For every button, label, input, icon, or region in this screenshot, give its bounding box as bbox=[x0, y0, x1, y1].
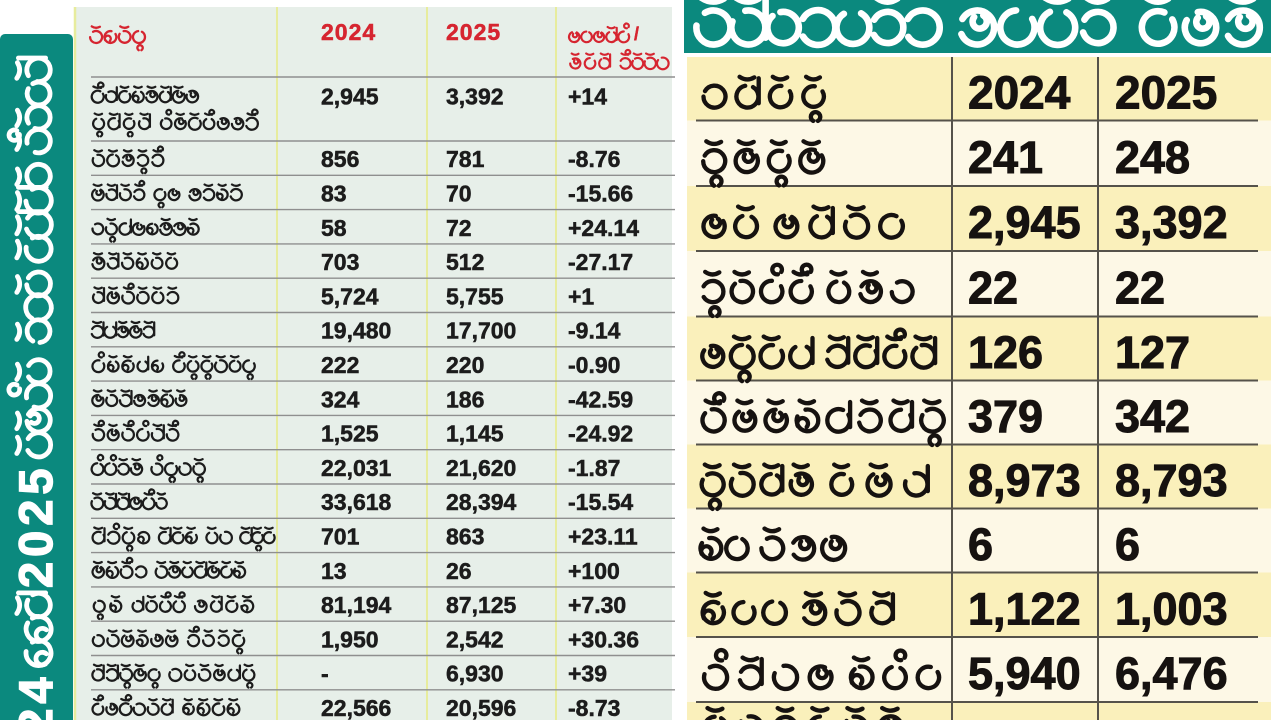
svg-text:20,596: 20,596 bbox=[446, 695, 516, 720]
svg-text:186: 186 bbox=[446, 386, 484, 412]
svg-text:1,950: 1,950 bbox=[321, 626, 379, 652]
svg-text:512: 512 bbox=[446, 249, 484, 275]
svg-text:-0.90: -0.90 bbox=[568, 352, 620, 378]
svg-text:856: 856 bbox=[321, 146, 359, 172]
svg-text:21,620: 21,620 bbox=[446, 455, 516, 481]
svg-text:222: 222 bbox=[321, 352, 359, 378]
svg-text:-27.17: -27.17 bbox=[568, 249, 633, 275]
svg-text:6,476: 6,476 bbox=[1115, 648, 1228, 699]
svg-text:6,930: 6,930 bbox=[446, 661, 504, 687]
svg-text:781: 781 bbox=[446, 146, 485, 172]
svg-text:22: 22 bbox=[968, 262, 1018, 313]
svg-text:2,945: 2,945 bbox=[321, 84, 379, 110]
svg-text:5,755: 5,755 bbox=[446, 283, 504, 309]
svg-text:2025: 2025 bbox=[9, 463, 62, 588]
svg-text:127: 127 bbox=[1115, 327, 1190, 378]
svg-text:-1.87: -1.87 bbox=[568, 455, 620, 481]
svg-text:1,145: 1,145 bbox=[446, 421, 504, 447]
svg-text:17,700: 17,700 bbox=[446, 318, 516, 344]
svg-text:2025: 2025 bbox=[1115, 66, 1217, 118]
svg-text:-15.54: -15.54 bbox=[568, 489, 633, 515]
svg-text:6: 6 bbox=[1115, 519, 1140, 570]
svg-text:81,194: 81,194 bbox=[321, 592, 392, 618]
svg-text:33,618: 33,618 bbox=[321, 489, 392, 515]
svg-text:2024: 2024 bbox=[968, 66, 1071, 118]
svg-text:248: 248 bbox=[1115, 132, 1190, 183]
svg-text:1,003: 1,003 bbox=[1115, 583, 1228, 634]
svg-text:-15.66: -15.66 bbox=[568, 181, 633, 207]
svg-text:+1: +1 bbox=[568, 283, 594, 309]
svg-text:2024: 2024 bbox=[321, 19, 376, 45]
svg-text:6: 6 bbox=[968, 519, 993, 570]
svg-text:703: 703 bbox=[321, 249, 359, 275]
svg-text:/: / bbox=[634, 24, 639, 44]
svg-text:70: 70 bbox=[446, 181, 472, 207]
svg-text:2024: 2024 bbox=[9, 672, 62, 720]
svg-text:379: 379 bbox=[968, 391, 1043, 442]
svg-text:1,525: 1,525 bbox=[321, 421, 379, 447]
svg-text:-8.76: -8.76 bbox=[568, 146, 620, 172]
svg-text:5,724: 5,724 bbox=[321, 283, 379, 309]
svg-text:83: 83 bbox=[321, 181, 347, 207]
svg-text:8,793: 8,793 bbox=[1115, 455, 1228, 506]
svg-text:701: 701 bbox=[321, 524, 360, 550]
svg-text:22,031: 22,031 bbox=[321, 455, 392, 481]
svg-text:3,392: 3,392 bbox=[446, 84, 504, 110]
svg-text:+23.11: +23.11 bbox=[568, 524, 638, 550]
svg-text:-9.14: -9.14 bbox=[568, 318, 621, 344]
svg-text:72: 72 bbox=[446, 215, 472, 241]
svg-text:+24.14: +24.14 bbox=[568, 215, 639, 241]
svg-text:+7.30: +7.30 bbox=[568, 592, 626, 618]
svg-text:2,945: 2,945 bbox=[968, 197, 1081, 248]
svg-text:22: 22 bbox=[1115, 262, 1165, 313]
svg-text:-8.73: -8.73 bbox=[568, 695, 620, 720]
svg-text:-42.59: -42.59 bbox=[568, 386, 633, 412]
svg-text:2025: 2025 bbox=[446, 19, 501, 45]
svg-text:126: 126 bbox=[968, 327, 1043, 378]
svg-text:+30.36: +30.36 bbox=[568, 626, 639, 652]
svg-text:324: 324 bbox=[321, 386, 360, 412]
svg-text:5,940: 5,940 bbox=[968, 648, 1081, 699]
svg-text:-: - bbox=[321, 661, 329, 687]
svg-text:1,122: 1,122 bbox=[968, 583, 1081, 634]
svg-text:58: 58 bbox=[321, 215, 347, 241]
svg-text:342: 342 bbox=[1115, 391, 1190, 442]
svg-text:2,542: 2,542 bbox=[446, 626, 504, 652]
svg-text:13: 13 bbox=[321, 558, 347, 584]
svg-text:3,392: 3,392 bbox=[1115, 197, 1228, 248]
svg-text:22,566: 22,566 bbox=[321, 695, 391, 720]
svg-text:8,973: 8,973 bbox=[968, 455, 1081, 506]
svg-text:241: 241 bbox=[968, 132, 1043, 183]
svg-text:28,394: 28,394 bbox=[446, 489, 517, 515]
svg-text:87,125: 87,125 bbox=[446, 592, 517, 618]
svg-text:26: 26 bbox=[446, 558, 472, 584]
svg-text:19,480: 19,480 bbox=[321, 318, 391, 344]
svg-text:+39: +39 bbox=[568, 661, 607, 687]
svg-text:-24.92: -24.92 bbox=[568, 421, 633, 447]
svg-text:863: 863 bbox=[446, 524, 484, 550]
svg-text:+14: +14 bbox=[568, 84, 607, 110]
svg-text:+100: +100 bbox=[568, 558, 620, 584]
svg-text:220: 220 bbox=[446, 352, 484, 378]
